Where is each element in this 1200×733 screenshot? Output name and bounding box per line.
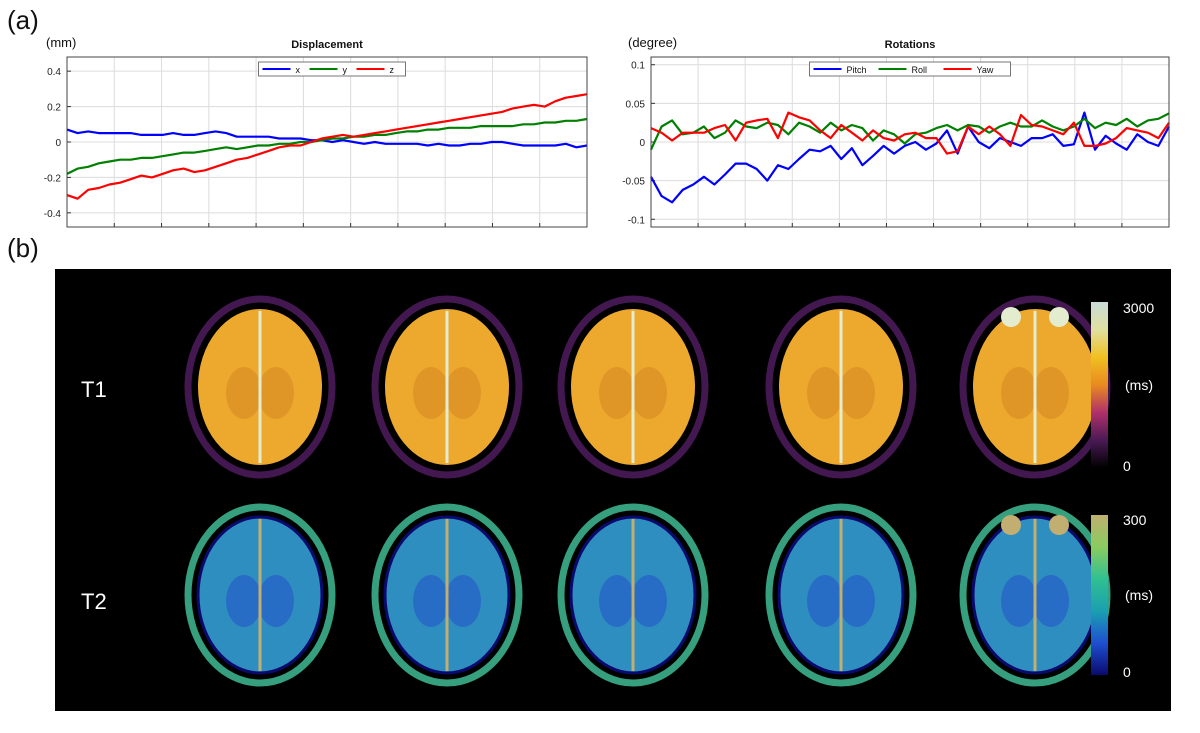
white-matter-right xyxy=(1033,575,1069,627)
t1-brain-slice-3 xyxy=(557,295,709,479)
panel-a-label: (a) xyxy=(7,5,39,35)
t1-brain-slice-2 xyxy=(371,295,523,479)
legend-label-x: x xyxy=(296,65,301,75)
white-matter-right xyxy=(258,367,294,419)
legend-label-z: z xyxy=(390,65,395,75)
t1-brain-slice-1 xyxy=(184,295,336,479)
white-matter-left xyxy=(413,575,449,627)
y-tick-label: -0.2 xyxy=(44,173,62,184)
panel-b-label: (b) xyxy=(7,233,39,263)
t2-brain-slice-2 xyxy=(371,503,523,687)
orbit-right xyxy=(1049,515,1069,535)
t2-colorbar xyxy=(1091,515,1108,675)
t1-brain-slice-5 xyxy=(959,295,1111,479)
t1-colorbar-min: 0 xyxy=(1123,458,1131,474)
orbit-left xyxy=(1001,515,1021,535)
t1-brain-slice-4 xyxy=(765,295,917,479)
y-tick-label: -0.05 xyxy=(622,177,645,188)
legend-label-yaw: Yaw xyxy=(977,65,994,75)
series-line-y xyxy=(66,117,588,175)
series-line-pitch xyxy=(650,111,1170,204)
t2-colorbar-min: 0 xyxy=(1123,664,1131,680)
legend-label-roll: Roll xyxy=(912,65,928,75)
white-matter-right xyxy=(445,367,481,419)
scalp-ring xyxy=(557,503,709,687)
chart-title: Displacement xyxy=(291,39,363,51)
legend-label-y: y xyxy=(343,65,348,75)
orbit-left xyxy=(1001,307,1021,327)
y-tick-label: 0 xyxy=(639,138,645,149)
legend-label-pitch: Pitch xyxy=(847,65,867,75)
scalp-ring xyxy=(765,503,917,687)
t2-brain-slice-5 xyxy=(959,503,1111,687)
t2-colorbar-unit: (ms) xyxy=(1125,587,1153,603)
white-matter-right xyxy=(1033,367,1069,419)
white-matter-left xyxy=(599,367,635,419)
white-matter-right xyxy=(631,575,667,627)
series-line-z xyxy=(66,93,588,200)
scalp-ring xyxy=(184,295,336,479)
t1-row-label: T1 xyxy=(81,377,107,402)
t1-colorbar xyxy=(1091,302,1108,468)
white-matter-left xyxy=(599,575,635,627)
t1-colorbar-max: 3000 xyxy=(1123,300,1155,316)
y-tick-label: 0.4 xyxy=(47,67,61,78)
white-matter-right xyxy=(445,575,481,627)
orbit-right xyxy=(1049,307,1069,327)
scalp-ring xyxy=(557,295,709,479)
csf-ring xyxy=(383,515,511,675)
y-tick-label: -0.1 xyxy=(628,215,646,226)
white-matter-right xyxy=(839,575,875,627)
scalp-ring xyxy=(371,503,523,687)
y-axis-label: (mm) xyxy=(46,35,76,50)
white-matter-left xyxy=(807,367,843,419)
y-tick-label: 0 xyxy=(55,138,61,149)
white-matter-right xyxy=(631,367,667,419)
t2-brain-slice-3 xyxy=(557,503,709,687)
csf-ring xyxy=(569,515,697,675)
white-matter-right xyxy=(258,575,294,627)
white-matter-left xyxy=(226,575,262,627)
t2-brain-slice-4 xyxy=(765,503,917,687)
scalp-ring xyxy=(184,503,336,687)
y-tick-label: 0.1 xyxy=(631,61,645,72)
white-matter-left xyxy=(413,367,449,419)
axes-frame xyxy=(66,56,588,228)
y-tick-label: 0.05 xyxy=(626,99,646,110)
white-matter-left xyxy=(1001,575,1037,627)
white-matter-left xyxy=(807,575,843,627)
series-line-roll xyxy=(649,112,1170,151)
relaxation-maps-panel: T1 T2 3000 (ms) 0 300 (ms) 0 xyxy=(55,269,1171,711)
t2-row-label: T2 xyxy=(81,589,107,614)
t2-brain-slice-1 xyxy=(184,503,336,687)
t2-colorbar-max: 300 xyxy=(1123,512,1147,528)
y-tick-label: 0.2 xyxy=(47,103,61,114)
scalp-ring xyxy=(765,295,917,479)
csf-ring xyxy=(196,515,324,675)
chart-title: Rotations xyxy=(885,39,936,51)
legend-box xyxy=(809,61,1011,77)
white-matter-right xyxy=(839,367,875,419)
y-axis-label: (degree) xyxy=(628,35,677,50)
scalp-ring xyxy=(371,295,523,479)
white-matter-left xyxy=(226,367,262,419)
axes-frame xyxy=(650,56,1170,228)
t1-colorbar-unit: (ms) xyxy=(1125,377,1153,393)
series-line-yaw xyxy=(650,111,1170,155)
y-tick-label: -0.4 xyxy=(44,209,62,220)
white-matter-left xyxy=(1001,367,1037,419)
series-line-x xyxy=(66,128,588,149)
csf-ring xyxy=(777,515,905,675)
